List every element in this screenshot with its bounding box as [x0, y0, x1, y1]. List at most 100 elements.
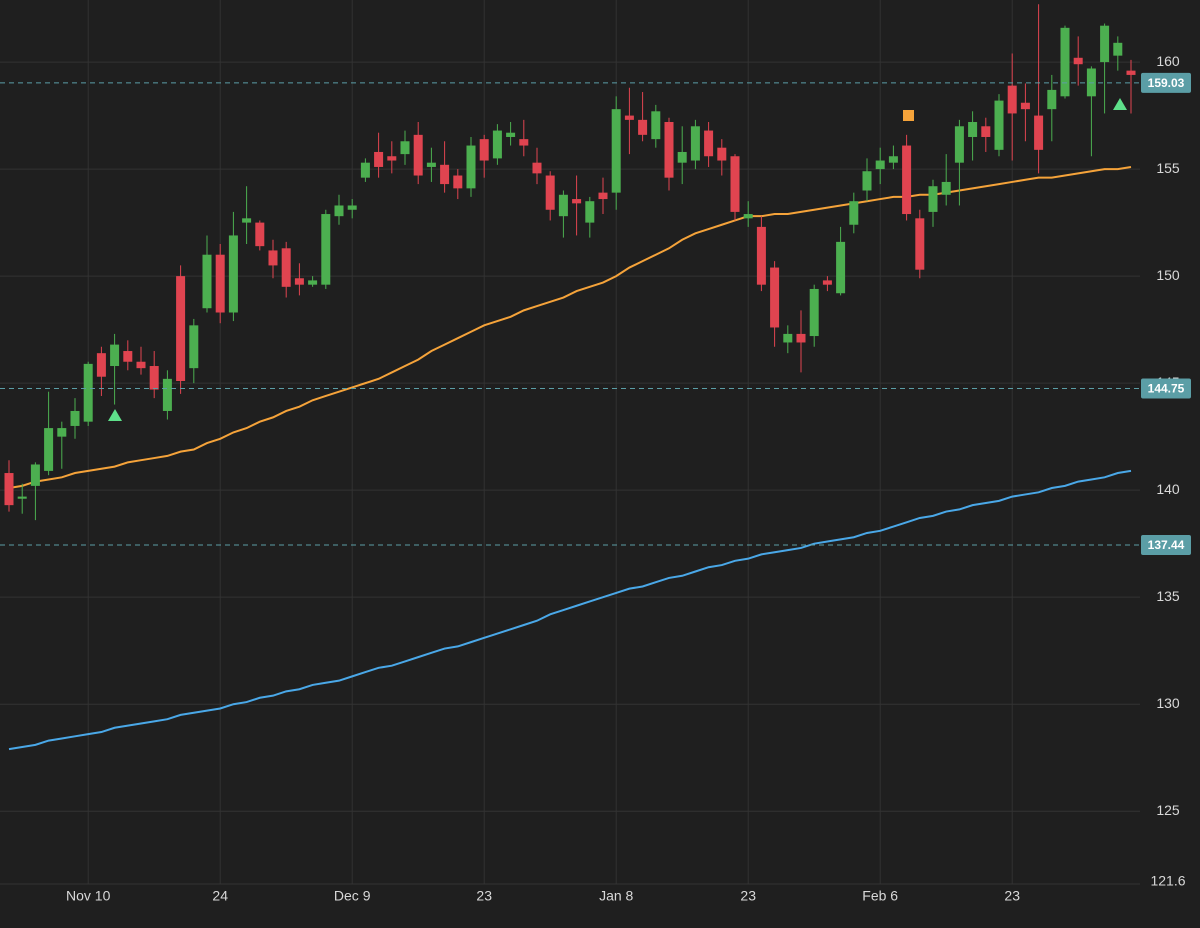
price-label-box	[1141, 378, 1191, 399]
candle-body	[440, 164, 450, 185]
candle-body	[783, 333, 793, 343]
x-tick-label: Jan 8	[599, 888, 633, 904]
candle-body	[849, 201, 859, 225]
candle-body	[968, 122, 978, 137]
candle-body	[1100, 25, 1110, 63]
x-tick-label: Dec 9	[334, 888, 371, 904]
candle-body	[1073, 57, 1083, 65]
candle-body	[123, 351, 133, 362]
candle-body	[1034, 115, 1044, 150]
candle-body	[730, 156, 740, 212]
candle-body	[915, 218, 925, 270]
candle-body	[255, 222, 265, 247]
candle-body	[519, 139, 529, 146]
y-tick-label: 150	[1156, 267, 1180, 283]
candle-body	[83, 363, 93, 422]
candle-body	[17, 496, 27, 499]
axis: 121.6125130135140145150155160Nov 1024Dec…	[66, 53, 1191, 904]
x-tick-label: 23	[740, 888, 756, 904]
candle-body	[1113, 42, 1123, 56]
candle-body	[30, 464, 40, 486]
price-label-box	[1141, 534, 1191, 555]
plot	[0, 4, 1140, 751]
candle-body	[44, 428, 54, 471]
candle-body	[809, 288, 819, 337]
candle-body	[651, 111, 661, 140]
candle-body	[836, 241, 846, 294]
candle-body	[875, 160, 885, 170]
moving-average-line	[8, 469, 1132, 751]
candle-body	[387, 156, 397, 161]
candle-body	[954, 126, 964, 163]
candle-body	[1047, 89, 1057, 110]
candle-body	[981, 126, 991, 137]
candle-body	[941, 181, 951, 195]
candle-body	[822, 280, 832, 285]
candle-body	[1007, 85, 1017, 114]
candle-body	[334, 205, 344, 217]
candle-body	[690, 126, 700, 161]
y-tick-label: 155	[1156, 160, 1180, 176]
x-tick-label: 24	[212, 888, 228, 904]
price-label: 144.75	[1148, 382, 1185, 396]
candle-body	[1020, 102, 1030, 110]
candle-body	[888, 156, 898, 163]
candle-body	[294, 278, 304, 285]
signal-marker	[903, 110, 914, 121]
candle-body	[400, 141, 410, 155]
candle-body	[598, 192, 608, 200]
candle-body	[57, 428, 67, 437]
candle-body	[189, 325, 199, 369]
y-tick-label: 140	[1156, 481, 1180, 497]
candle-body	[585, 201, 595, 223]
candle-body	[149, 366, 159, 390]
candle-body	[110, 344, 120, 367]
candle-body	[426, 162, 436, 167]
candle-body	[176, 276, 186, 381]
candle-body	[756, 226, 766, 285]
candle-body	[321, 214, 331, 285]
candle-body	[466, 145, 476, 189]
candle-body	[506, 132, 516, 137]
candle-body	[572, 199, 582, 204]
candle-body	[281, 248, 291, 287]
price-label: 137.44	[1148, 538, 1185, 552]
candle-body	[453, 175, 463, 189]
y-tick-label: 125	[1156, 802, 1180, 818]
candle-body	[664, 122, 674, 178]
candle-body	[558, 194, 568, 217]
candle-body	[479, 139, 489, 161]
candle-body	[202, 254, 212, 309]
candle-body	[4, 473, 14, 506]
candle-body	[413, 134, 423, 176]
candle-body	[374, 151, 384, 167]
grid	[0, 0, 1140, 885]
candle-body	[162, 378, 172, 411]
candle-body	[228, 235, 238, 313]
candle-body	[136, 361, 146, 369]
y-tick-label: 130	[1156, 695, 1180, 711]
candle-body	[796, 333, 806, 343]
candle-body	[770, 267, 780, 328]
y-tick-label: 135	[1156, 588, 1180, 604]
candle-body	[862, 171, 872, 191]
candle-body	[677, 151, 687, 163]
candle-body	[994, 100, 1004, 150]
candle-body	[624, 115, 634, 120]
signal-marker	[1113, 98, 1127, 110]
candle-body	[360, 162, 370, 178]
candle-body	[717, 147, 727, 161]
y-tick-label: 160	[1156, 53, 1180, 69]
candle-body	[545, 175, 555, 210]
candle-body	[1060, 27, 1070, 97]
x-tick-label: Nov 10	[66, 888, 111, 904]
signal-marker	[108, 409, 122, 421]
candle-body	[611, 109, 621, 193]
candle-body	[215, 254, 225, 313]
candle-body	[1126, 70, 1136, 75]
candle-body	[492, 130, 502, 159]
x-tick-label: Feb 6	[862, 888, 898, 904]
price-label-box	[1141, 72, 1191, 93]
